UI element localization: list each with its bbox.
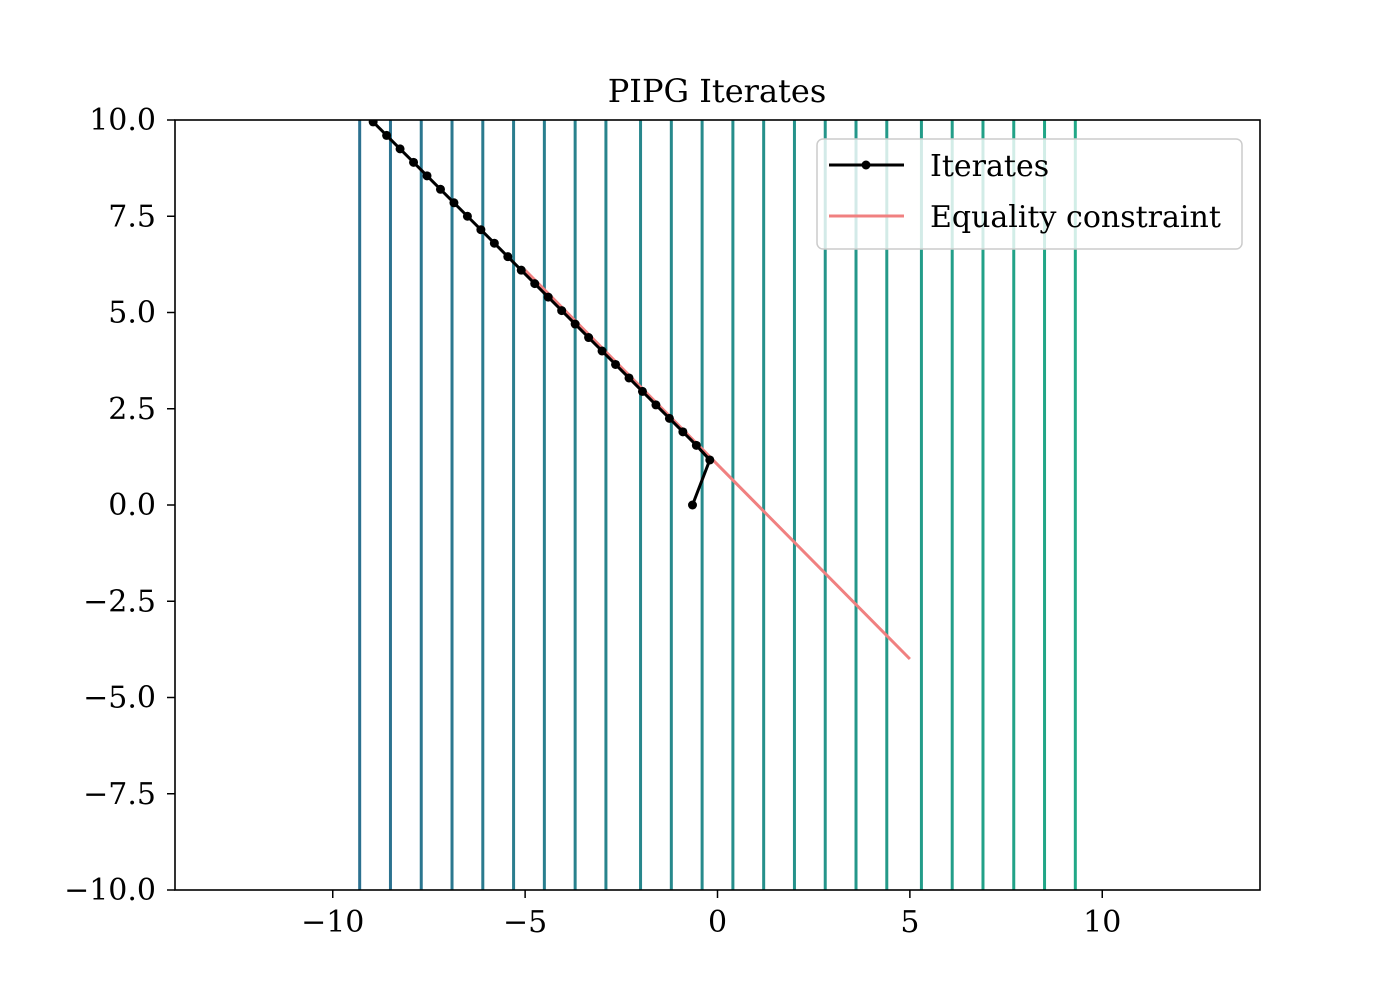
iterate-point xyxy=(409,157,419,167)
iterate-point xyxy=(651,400,661,410)
iterate-point xyxy=(516,265,526,275)
y-tick-label: −10.0 xyxy=(64,873,156,908)
y-tick-label: 2.5 xyxy=(108,392,156,427)
y-tick-label: 10.0 xyxy=(89,103,156,138)
chart-title: PIPG Iterates xyxy=(608,72,826,110)
vertical-lines-group xyxy=(358,120,1077,890)
iterate-point xyxy=(476,225,486,235)
iterate-point xyxy=(422,171,432,181)
iterate-point xyxy=(557,306,567,316)
iterate-point xyxy=(449,198,459,208)
y-tick-label: −7.5 xyxy=(83,777,156,812)
iterate-point xyxy=(395,144,405,154)
iterate-point xyxy=(543,292,553,302)
x-tick-label: −5 xyxy=(503,905,547,940)
iterate-point xyxy=(611,359,621,369)
x-tick-label: 10 xyxy=(1083,905,1121,940)
legend-iterates-label: Iterates xyxy=(930,149,1049,184)
legend-iterates-marker xyxy=(861,160,871,170)
iterate-point xyxy=(624,373,634,383)
legend-box xyxy=(816,138,1243,250)
iterates-line xyxy=(368,120,712,506)
iterate-point xyxy=(382,130,392,140)
y-tick-label: 5.0 xyxy=(108,296,156,331)
iterate-point xyxy=(637,386,647,396)
legend-constraint-label: Equality constraint xyxy=(930,200,1221,235)
y-tick-label: 7.5 xyxy=(108,199,156,234)
iterate-point xyxy=(691,440,701,450)
x-tick-label: 5 xyxy=(900,905,919,940)
iterate-point xyxy=(678,427,688,437)
iterate-point xyxy=(503,252,513,262)
iterate-point xyxy=(584,333,594,343)
iterate-point xyxy=(530,279,540,289)
markers-group xyxy=(368,120,715,510)
legend: Iterates Equality constraint xyxy=(816,138,1243,250)
iterate-point xyxy=(489,238,499,248)
iterate-point xyxy=(705,455,715,465)
iterate-point xyxy=(570,319,580,329)
iterate-point xyxy=(664,413,674,423)
iterate-point xyxy=(597,346,607,356)
x-tick-label: −10 xyxy=(301,905,364,940)
iterate-point xyxy=(435,184,445,194)
y-tick-label: −5.0 xyxy=(83,681,156,716)
iterate-point xyxy=(462,211,472,221)
y-tick-label: 0.0 xyxy=(108,488,156,523)
x-axis: −10 −5 0 5 10 xyxy=(301,890,1121,940)
x-tick-label: 0 xyxy=(708,905,727,940)
y-axis: 10.0 7.5 5.0 2.5 0.0 −2.5 −5.0 −7.5 −10.0 xyxy=(64,103,175,908)
iterate-point xyxy=(687,500,697,510)
y-tick-label: −2.5 xyxy=(83,584,156,619)
iterate-point xyxy=(368,120,378,127)
